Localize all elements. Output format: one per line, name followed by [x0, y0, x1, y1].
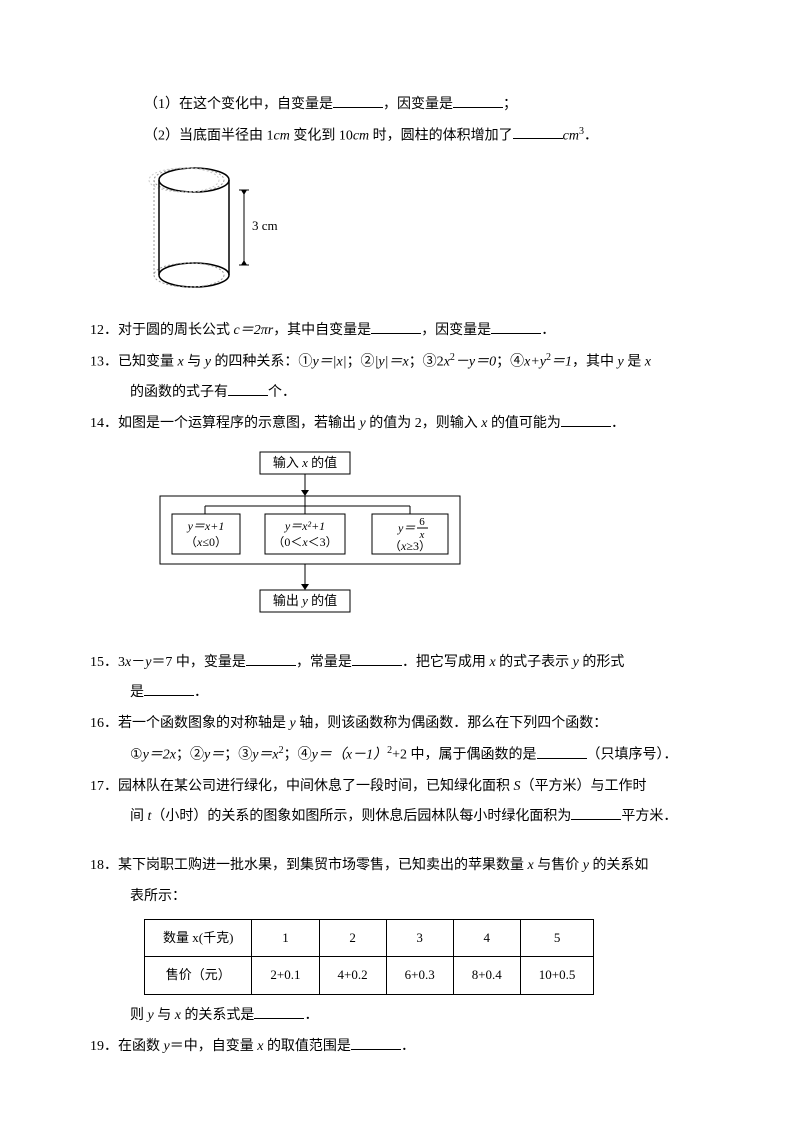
blank — [246, 652, 296, 666]
svg-text:y＝x+1: y＝x+1 — [187, 519, 225, 533]
q18: 18．某下岗职工购进一批水果，到集贸市场零售，已知卖出的苹果数量 x 与售价 y… — [90, 851, 704, 882]
q12: 12．对于圆的周长公式 c＝2πr，其中自变量是，因变量是． — [90, 316, 704, 347]
svg-text:输入 x 的值: 输入 x 的值 — [273, 455, 337, 470]
cylinder-label: 3 cm — [252, 218, 278, 233]
cylinder-figure: 3 cm — [144, 160, 704, 308]
blank — [491, 320, 541, 334]
blank — [144, 682, 194, 696]
q16-line2: ①y＝2x；②y＝；③y＝x2；④y＝（x－1）2+2 中，属于偶函数的是（只填… — [130, 740, 704, 771]
q11-sub2: （2）当底面半径由 1cm 变化到 10cm 时，圆柱的体积增加了cm3． — [144, 121, 704, 152]
q18-line2: 表所示： — [130, 882, 704, 913]
blank — [371, 320, 421, 334]
q15-line2: 是． — [130, 678, 704, 709]
blank — [254, 1005, 304, 1019]
q18-table: 数量 x(千克) 1 2 3 4 5 售价（元） 2+0.1 4+0.2 6+0… — [144, 919, 594, 995]
q13-line2: 的函数的式子有个． — [130, 378, 704, 409]
blank — [537, 745, 587, 759]
blank — [571, 806, 621, 820]
svg-text:6: 6 — [419, 516, 425, 528]
q14: 14．如图是一个运算程序的示意图，若输出 y 的值为 2，则输入 x 的值可能为… — [90, 409, 704, 440]
blank — [351, 1036, 401, 1050]
blank — [333, 94, 383, 108]
q13: 13．已知变量 x 与 y 的四种关系：①y＝|x|；②|y|＝x；③2x2－y… — [90, 347, 704, 378]
q17-line2: 间 t（小时）的关系的图象如图所示，则休息后园林队每小时绿化面积为平方米． — [130, 802, 704, 833]
q17: 17．园林队在某公司进行绿化，中间休息了一段时间，已知绿化面积 S（平方米）与工… — [90, 772, 704, 803]
blank — [352, 652, 402, 666]
svg-text:（x≤0）: （x≤0） — [185, 535, 227, 549]
svg-text:（0＜x＜3）: （0＜x＜3） — [272, 535, 337, 549]
table-row: 数量 x(千克) 1 2 3 4 5 — [145, 919, 594, 957]
svg-text:y＝x²+1: y＝x²+1 — [284, 519, 325, 533]
svg-text:y＝: y＝ — [397, 521, 415, 535]
svg-text:输出 y 的值: 输出 y 的值 — [273, 593, 337, 608]
q16: 16．若一个函数图象的对称轴是 y 轴，则该函数称为偶函数．那么在下列四个函数： — [90, 709, 704, 740]
q18-line3: 则 y 与 x 的关系式是． — [130, 1001, 704, 1032]
blank — [513, 125, 563, 139]
table-row: 售价（元） 2+0.1 4+0.2 6+0.3 8+0.4 10+0.5 — [145, 957, 594, 995]
q15: 15．3x－y＝7 中，变量是，常量是．把它写成用 x 的式子表示 y 的形式 — [90, 648, 704, 679]
blank — [453, 94, 503, 108]
flowchart-figure: 输入 x 的值 y＝x+1 （x≤0） y＝x²+1 （0＜x＜3） y＝ 6 … — [150, 450, 704, 638]
svg-text:（x≥3）: （x≥3） — [389, 539, 431, 553]
blank — [561, 413, 611, 427]
blank — [228, 382, 268, 396]
q11-sub1: （1）在这个变化中，自变量是，因变量是； — [144, 90, 704, 121]
q19: 19．在函数 y＝中，自变量 x 的取值范围是． — [90, 1032, 704, 1063]
